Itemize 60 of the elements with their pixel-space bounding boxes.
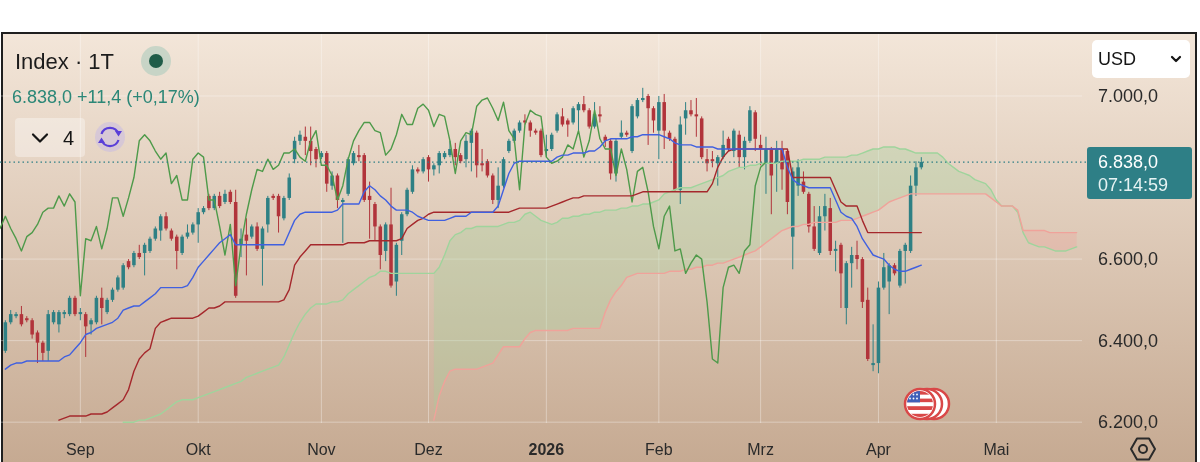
y-tick-label: 6.600,0 (1098, 249, 1159, 270)
candlestick (35, 329, 40, 364)
candlestick (903, 242, 908, 285)
candlestick (341, 197, 345, 244)
candlestick (812, 205, 816, 252)
line-series (122, 146, 1078, 423)
candlestick (496, 166, 500, 209)
candlestick (705, 148, 709, 172)
text: 07:14:59 (1098, 175, 1169, 196)
candlestick (855, 240, 859, 270)
candlestick (737, 130, 741, 168)
y-tick-label: 6.400,0 (1098, 330, 1159, 351)
y-tick-label: 7.000,0 (1098, 85, 1159, 106)
candlestick (287, 172, 292, 201)
x-tick-label: Mrz (747, 440, 774, 458)
candlestick (180, 234, 184, 256)
candlestick (314, 146, 318, 168)
ref-line-label: 6.838,0 (1098, 152, 1159, 173)
x-tick-label: Okt (185, 440, 212, 458)
candlestick (587, 107, 591, 130)
candlestick (282, 195, 286, 221)
x-tick-label: Apr (866, 440, 892, 458)
candlestick (566, 117, 570, 138)
annotation: 4 (63, 127, 75, 149)
candlestick (582, 95, 586, 113)
candlestick (598, 105, 602, 123)
candlestick (373, 201, 377, 242)
candlestick (560, 107, 565, 128)
candlestick (73, 295, 77, 317)
candlestick (30, 317, 34, 340)
y-tick-label: 6.200,0 (1098, 412, 1159, 433)
candlestick (871, 323, 875, 372)
text: Index · 1T (15, 48, 115, 74)
x-tick-label: Sep (66, 440, 95, 458)
candlestick (480, 148, 484, 172)
candlestick (555, 111, 559, 134)
text: USD (1098, 49, 1137, 69)
annotation: 6.838,0 +11,4 (+0,17%) (12, 87, 200, 107)
candlestick (164, 211, 168, 232)
candlestick (175, 234, 179, 270)
line-series (433, 193, 1078, 421)
candlestick (158, 213, 163, 242)
x-tick-label: 2026 (528, 440, 565, 458)
candlestick (823, 193, 827, 232)
candlestick (298, 130, 302, 146)
candlestick (57, 309, 61, 333)
candlestick (89, 317, 93, 336)
candlestick (646, 93, 650, 146)
candlestick (689, 99, 693, 117)
candlestick (100, 287, 104, 325)
candlestick (14, 311, 18, 319)
x-tick-label: Dez (414, 440, 443, 458)
candlestick (255, 221, 259, 252)
x-tick-label: Feb (645, 440, 673, 458)
candlestick (732, 128, 736, 158)
x-tick-label: Nov (307, 440, 336, 458)
candlestick (196, 207, 200, 244)
x-tick-label: Mai (983, 440, 1010, 458)
candlestick (41, 340, 45, 362)
candlestick (571, 105, 575, 126)
